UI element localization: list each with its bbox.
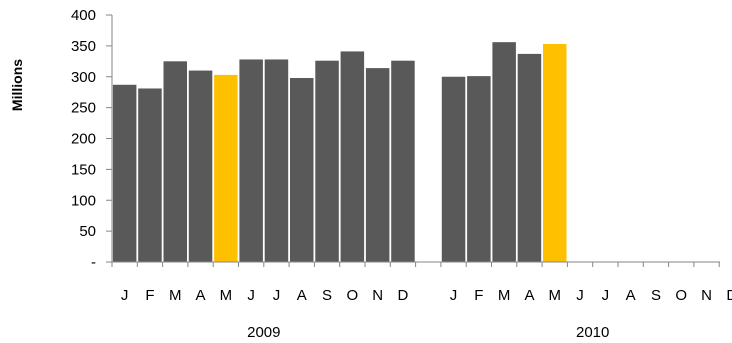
bar [290,77,314,263]
x-tick-label: A [626,287,636,304]
x-tick-label: N [372,287,383,304]
y-tick-label: 250 [71,100,96,117]
bar [340,51,365,263]
bar [492,42,516,262]
y-tick-label: 150 [71,161,96,178]
y-tick-label: 200 [71,131,96,148]
bar [112,84,137,262]
bar [264,59,289,263]
bar [543,44,567,262]
x-tick-label: N [701,287,712,304]
x-tick-label: A [524,287,534,304]
y-tick-label: 100 [71,192,96,209]
x-tick-label: J [576,287,584,304]
bar [214,74,238,263]
year-label: 2010 [576,324,609,341]
y-tick-label: 50 [79,223,96,240]
x-tick-label: A [196,287,206,304]
y-tick-label: 300 [71,69,96,86]
x-tick-label: M [498,287,511,304]
x-tick-label: J [247,287,255,304]
x-tick-label: J [121,287,129,304]
bar [239,59,263,263]
y-tick-label: 400 [71,7,96,24]
x-tick-label: J [602,287,610,304]
bar [315,60,339,263]
year-label: 2009 [247,324,280,341]
x-tick-label: F [145,287,154,304]
x-tick-label: D [726,287,732,304]
y-axis: - 50 100 150 200 250 300 350 400 [71,7,113,271]
x-tick-label: M [220,287,233,304]
x-tick-label: O [347,287,359,304]
bar [517,53,542,263]
x-tick-label: J [450,287,458,304]
bar [138,88,162,262]
x-tick-label: F [474,287,483,304]
y-tick-label: - [91,254,96,271]
bar [188,70,213,262]
x-tick-label: S [651,287,661,304]
x-tick-label: S [322,287,332,304]
bar [163,61,187,263]
y-tick-label: 350 [71,38,96,55]
y-axis-label: Millions [9,59,25,111]
x-tick-label: D [398,287,409,304]
bars [112,42,567,263]
x-tick-label: J [273,287,281,304]
bar [441,76,466,262]
x-tick-label: M [549,287,562,304]
x-tick-label: M [169,287,182,304]
bar [365,68,390,262]
bar [391,60,415,263]
x-tick-label: A [297,287,307,304]
bar [467,76,491,262]
x-tick-label: O [675,287,687,304]
